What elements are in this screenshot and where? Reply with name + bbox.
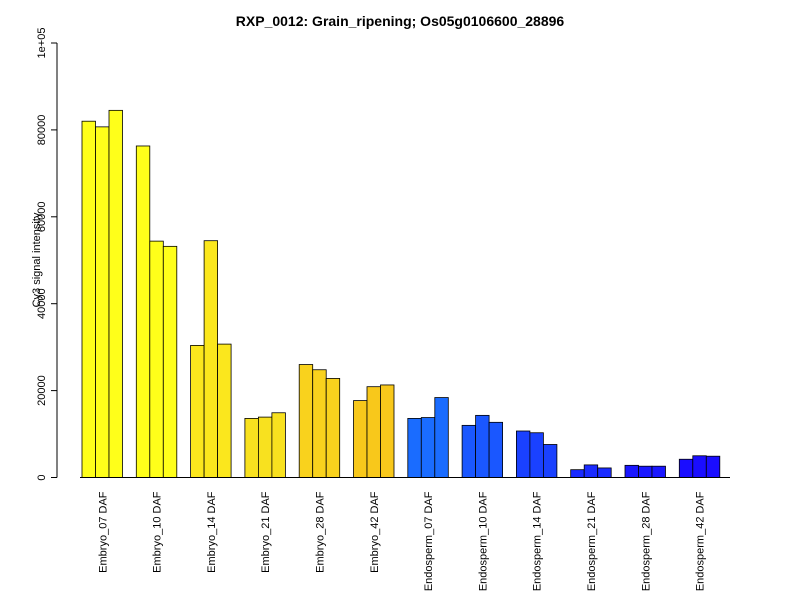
bar	[135, 145, 151, 478]
bar	[298, 364, 314, 478]
y-tick-label: 20000	[36, 375, 48, 406]
bar	[95, 126, 110, 478]
x-tick-label: Endosperm_10 DAF	[477, 491, 489, 591]
bar	[366, 386, 381, 478]
bar	[638, 465, 653, 478]
bar	[475, 414, 490, 478]
x-tick-label: Embryo_14 DAF	[206, 491, 218, 573]
bar	[692, 455, 707, 478]
bar	[678, 458, 694, 478]
bar	[407, 418, 422, 478]
bar	[162, 245, 178, 478]
y-tick-label: 1e+05	[36, 28, 48, 59]
bar	[529, 432, 544, 478]
bar	[461, 424, 477, 478]
bar	[705, 455, 721, 478]
bar	[217, 343, 232, 478]
bar	[203, 240, 219, 478]
x-tick-label: Embryo_28 DAF	[314, 491, 326, 573]
bar	[624, 464, 639, 478]
bar	[380, 384, 395, 478]
y-tick-label: 40000	[36, 288, 48, 319]
chart-title: RXP_0012: Grain_ripening; Os05g0106600_2…	[236, 13, 565, 29]
bar	[257, 416, 273, 478]
bar	[516, 430, 531, 478]
bar	[312, 369, 327, 478]
bar	[325, 378, 341, 478]
x-tick-label: Endosperm_28 DAF	[640, 491, 652, 591]
x-tick-label: Endosperm_42 DAF	[695, 491, 707, 591]
bar	[244, 418, 259, 478]
bar	[488, 421, 504, 478]
x-tick-label: Embryo_42 DAF	[369, 491, 381, 573]
bar	[149, 240, 164, 478]
bar	[651, 465, 666, 478]
x-tick-label: Endosperm_14 DAF	[532, 491, 544, 591]
x-tick-label: Embryo_10 DAF	[152, 491, 164, 573]
y-axis-label: Cy3 signal intensity	[31, 212, 43, 307]
x-tick-label: Embryo_07 DAF	[97, 491, 109, 573]
bar	[583, 464, 599, 478]
x-tick-label: Endosperm_21 DAF	[586, 491, 598, 591]
y-axis: 0 20000 40000 60000 80000 1e+05	[36, 28, 58, 481]
x-axis: Embryo_07 DAF Embryo_10 DAF Embryo_14 DAF E…	[80, 477, 730, 591]
bar	[420, 417, 436, 478]
bar	[108, 109, 123, 478]
y-tick-label: 80000	[36, 115, 48, 146]
x-tick-label: Endosperm_07 DAF	[423, 491, 435, 591]
bar	[570, 469, 585, 478]
bar	[190, 345, 205, 478]
bar	[543, 444, 558, 478]
bar	[81, 120, 96, 478]
x-tick-label: Embryo_21 DAF	[260, 491, 272, 573]
bar	[353, 400, 368, 478]
y-tick-label: 60000	[36, 202, 48, 233]
bar	[271, 412, 286, 478]
bar-group	[81, 109, 721, 478]
bar	[434, 397, 449, 478]
bar	[597, 467, 612, 478]
y-tick-label: 0	[36, 474, 48, 480]
